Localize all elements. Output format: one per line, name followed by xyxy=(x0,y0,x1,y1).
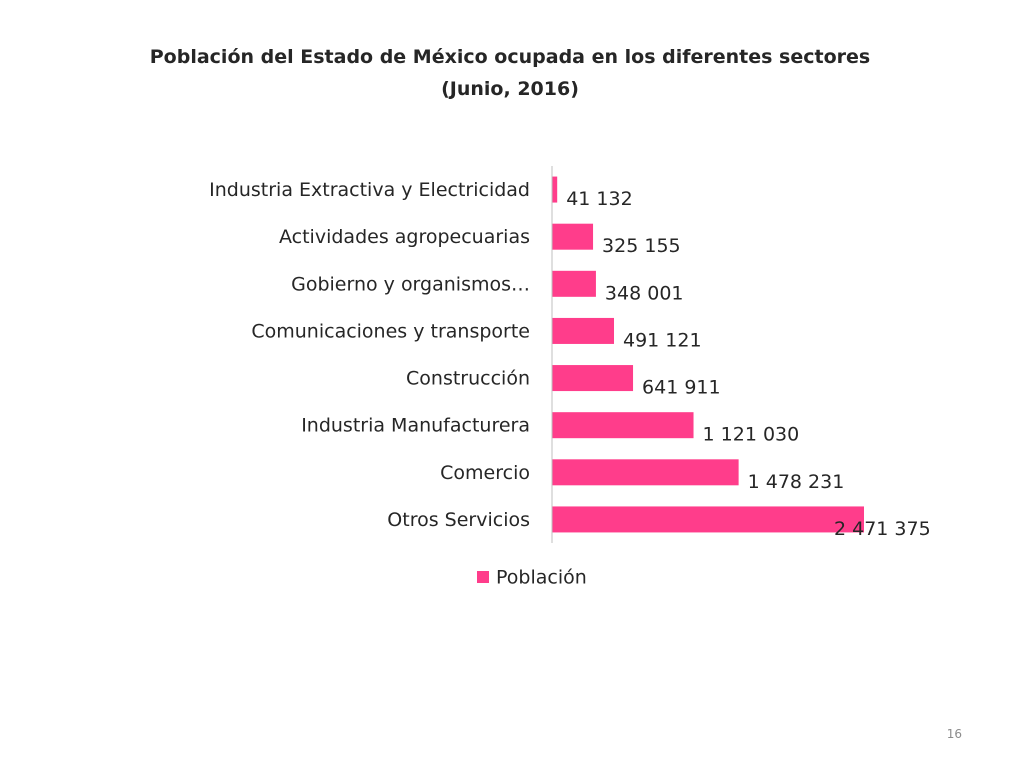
bar xyxy=(552,317,615,344)
category-label: Actividades agropecuarias xyxy=(279,226,530,248)
bar xyxy=(552,412,694,439)
data-label: 2 471 375 xyxy=(834,518,931,540)
bars-layer: Industria Extractiva y Electricidad 41 13… xyxy=(209,176,931,540)
chart-title-line2: (Junio, 2016) xyxy=(441,78,579,100)
chart-title-line1: Población del Estado de México ocupada e… xyxy=(149,46,871,68)
data-label: 348 001 xyxy=(605,282,684,304)
bar xyxy=(552,270,596,297)
category-label: Comunicaciones y transporte xyxy=(251,320,530,342)
category-label: Industria Extractiva y Electricidad xyxy=(209,179,530,201)
data-label: 41 132 xyxy=(566,188,632,210)
category-label: Comercio xyxy=(440,462,530,484)
category-label: Otros Servicios xyxy=(387,509,530,531)
data-label: 1 478 231 xyxy=(748,471,845,493)
data-label: 641 911 xyxy=(642,377,721,399)
legend-label: Población xyxy=(496,567,587,589)
category-label: Industria Manufacturera xyxy=(301,415,530,437)
bar xyxy=(552,506,864,533)
data-label: 491 121 xyxy=(623,329,702,351)
category-label: Gobierno y organismos… xyxy=(291,273,530,295)
data-label: 1 121 030 xyxy=(703,424,800,446)
category-label: Construcción xyxy=(406,368,530,390)
legend-swatch xyxy=(477,571,489,583)
data-label: 325 155 xyxy=(602,235,681,257)
bar xyxy=(552,176,558,203)
slide-number: 16 xyxy=(946,727,962,741)
bar xyxy=(552,459,739,486)
legend: Población xyxy=(477,567,587,589)
bar xyxy=(552,365,634,392)
bar xyxy=(552,223,594,250)
